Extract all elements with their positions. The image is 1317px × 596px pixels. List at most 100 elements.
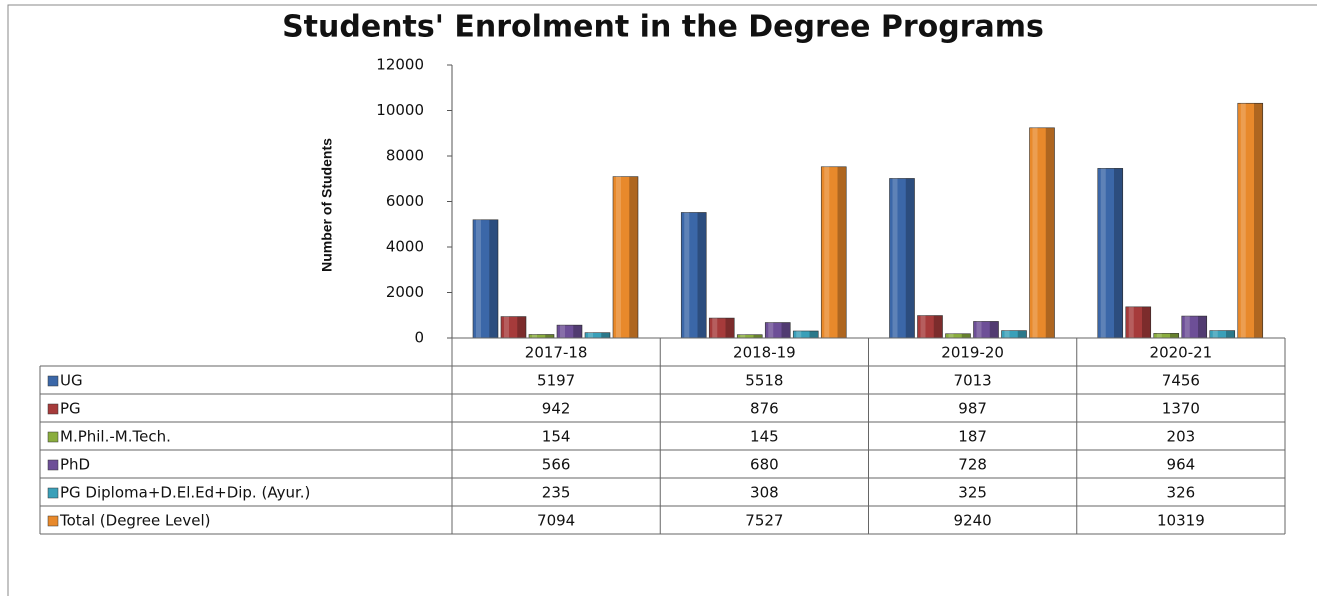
x-tick-label: 2020-21 [1150, 344, 1213, 362]
legend-swatch [47, 375, 59, 387]
legend-swatch [47, 459, 59, 471]
bar-shade [1114, 168, 1123, 338]
bar-highlight [1032, 127, 1038, 338]
x-tick-label: 2019-20 [941, 344, 1004, 362]
bar-shade [989, 321, 999, 338]
x-tick-label: 2017-18 [525, 344, 588, 362]
legend-label: PG Diploma+D.El.Ed+Dip. (Ayur.) [60, 484, 310, 502]
bar-highlight [892, 178, 898, 338]
table-value: 187 [958, 428, 987, 446]
bar [1209, 330, 1236, 339]
legend-label: M.Phil.-M.Tech. [60, 428, 171, 446]
bar-highlight [616, 176, 621, 338]
y-tick-label: 8000 [386, 147, 424, 165]
y-tick-label: 0 [414, 329, 424, 347]
bar-shade [489, 219, 498, 338]
bar-highlight [1212, 330, 1218, 338]
bar-highlight [1100, 168, 1106, 338]
legend-label: PG [60, 400, 81, 418]
bar-shade [517, 316, 526, 338]
table-value: 9240 [954, 512, 992, 530]
bar-shade [1017, 330, 1027, 338]
bar-highlight [740, 334, 746, 338]
bar-highlight [824, 166, 830, 338]
table-value: 326 [1167, 484, 1196, 502]
bar-body [472, 219, 499, 339]
y-tick-label: 4000 [386, 238, 424, 256]
bar [1125, 306, 1152, 339]
bar [612, 176, 639, 339]
table-value: 728 [958, 456, 987, 474]
bar-shade [933, 315, 943, 338]
bar-shade [1045, 127, 1055, 338]
bar-highlight [1156, 333, 1162, 338]
bar [680, 212, 707, 339]
bar-body [680, 212, 707, 339]
bar [889, 178, 915, 339]
bar-highlight [1184, 316, 1190, 338]
bar [1153, 333, 1180, 339]
bar-shade [629, 176, 638, 338]
table-value: 1370 [1162, 400, 1200, 418]
bar-body [1237, 102, 1264, 339]
table-value: 5197 [537, 372, 575, 390]
bar-body [1097, 168, 1124, 339]
bar [528, 334, 555, 339]
chart-title: Students' Enrolment in the Degree Progra… [282, 10, 1044, 45]
bar-shade [837, 166, 847, 338]
bar-body [1125, 306, 1152, 339]
bar-highlight [476, 219, 481, 338]
bar-body [820, 166, 847, 339]
table-value: 203 [1167, 428, 1196, 446]
bar-highlight [532, 334, 537, 338]
bar-shade [753, 334, 763, 338]
table-value: 5518 [745, 372, 783, 390]
table-value: 10319 [1157, 512, 1205, 530]
table-value: 942 [542, 400, 571, 418]
bar-shade [545, 334, 554, 338]
legend-swatch [47, 515, 59, 527]
bar-highlight [588, 332, 593, 338]
table-value: 680 [750, 456, 779, 474]
bar-shade [725, 318, 735, 338]
bar-highlight [976, 321, 982, 338]
legend-swatch [47, 431, 59, 443]
table-value: 7094 [537, 512, 575, 530]
table-value: 145 [750, 428, 779, 446]
table-value: 154 [542, 428, 571, 446]
bar [1001, 330, 1027, 339]
bar-shade [697, 212, 707, 338]
bar-highlight [504, 316, 509, 338]
bar-highlight [796, 330, 802, 338]
table-value: 566 [542, 456, 571, 474]
table-value: 7456 [1162, 372, 1200, 390]
bar-shade [1254, 103, 1263, 338]
bar [792, 330, 819, 339]
legend-label: UG [60, 372, 83, 390]
bar-shade [1170, 333, 1179, 338]
bar-body [889, 178, 915, 339]
bar-highlight [920, 315, 926, 338]
table-value: 7013 [954, 372, 992, 390]
table-value: 308 [750, 484, 779, 502]
x-tick-label: 2018-19 [733, 344, 796, 362]
bar-shade [1142, 306, 1151, 338]
bar-highlight [560, 325, 565, 338]
bar-shade [905, 178, 915, 338]
y-tick-label: 6000 [386, 192, 424, 210]
bar-body [612, 176, 639, 339]
bar-highlight [1128, 306, 1134, 338]
bar [917, 315, 943, 339]
bar-shade [809, 330, 819, 338]
bar [1097, 168, 1124, 339]
bar-highlight [1240, 103, 1246, 338]
table-value: 964 [1167, 456, 1196, 474]
bar-shade [1226, 330, 1235, 338]
legend-swatch [47, 487, 59, 499]
table-value: 235 [542, 484, 571, 502]
bar-highlight [768, 322, 774, 338]
bar-shade [961, 333, 971, 338]
bar [500, 316, 527, 339]
table-value: 987 [958, 400, 987, 418]
